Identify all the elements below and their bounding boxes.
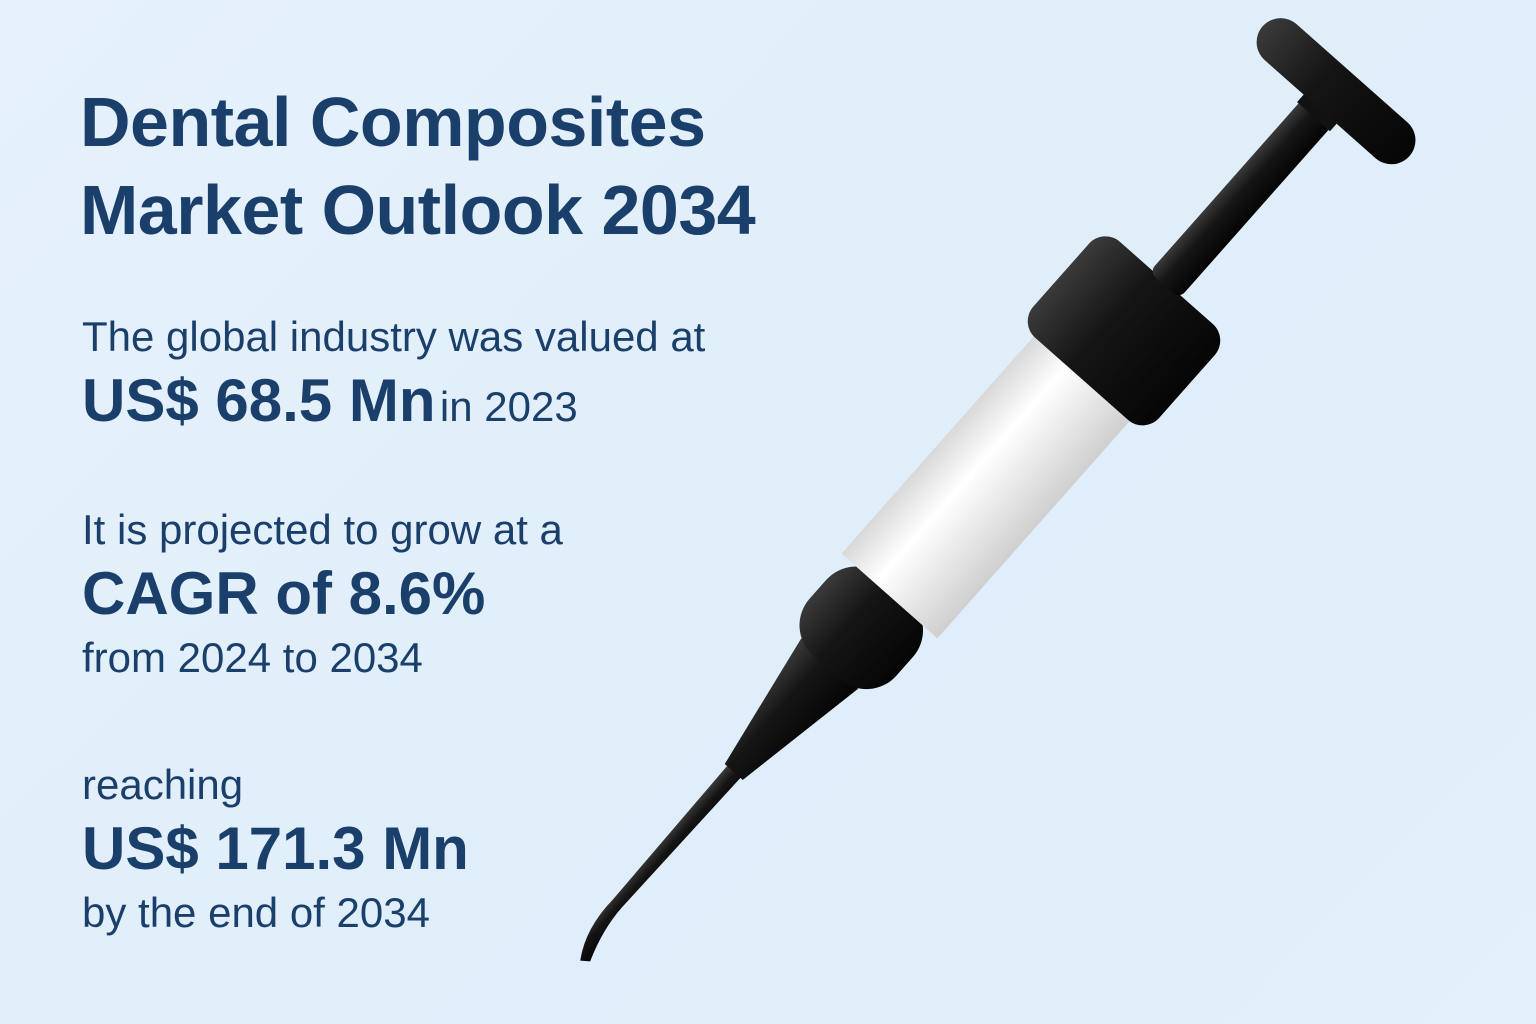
stat-block: It is projected to grow at a CAGR of 8.6… bbox=[82, 505, 563, 683]
title-line: Market Outlook 2034 bbox=[80, 171, 756, 249]
stat-tail: by the end of 2034 bbox=[82, 889, 430, 936]
stat-highlight: US$ 68.5 Mn bbox=[82, 367, 436, 434]
title-line: Dental Composites bbox=[80, 83, 706, 161]
stat-highlight: CAGR of 8.6% bbox=[82, 560, 486, 627]
stat-tail: in 2023 bbox=[439, 383, 578, 430]
stat-highlight: US$ 171.3 Mn bbox=[82, 815, 469, 882]
stat-lead: reaching bbox=[82, 761, 244, 808]
stat-block: The global industry was valued at US$ 68… bbox=[82, 312, 705, 440]
stat-lead: The global industry was valued at bbox=[82, 313, 706, 360]
stat-lead: It is projected to grow at a bbox=[82, 506, 563, 553]
stat-tail: from 2024 to 2034 bbox=[82, 634, 423, 681]
title: Dental Composites Market Outlook 2034 bbox=[80, 78, 756, 254]
stat-block: reaching US$ 171.3 Mn by the end of 2034 bbox=[82, 760, 469, 938]
